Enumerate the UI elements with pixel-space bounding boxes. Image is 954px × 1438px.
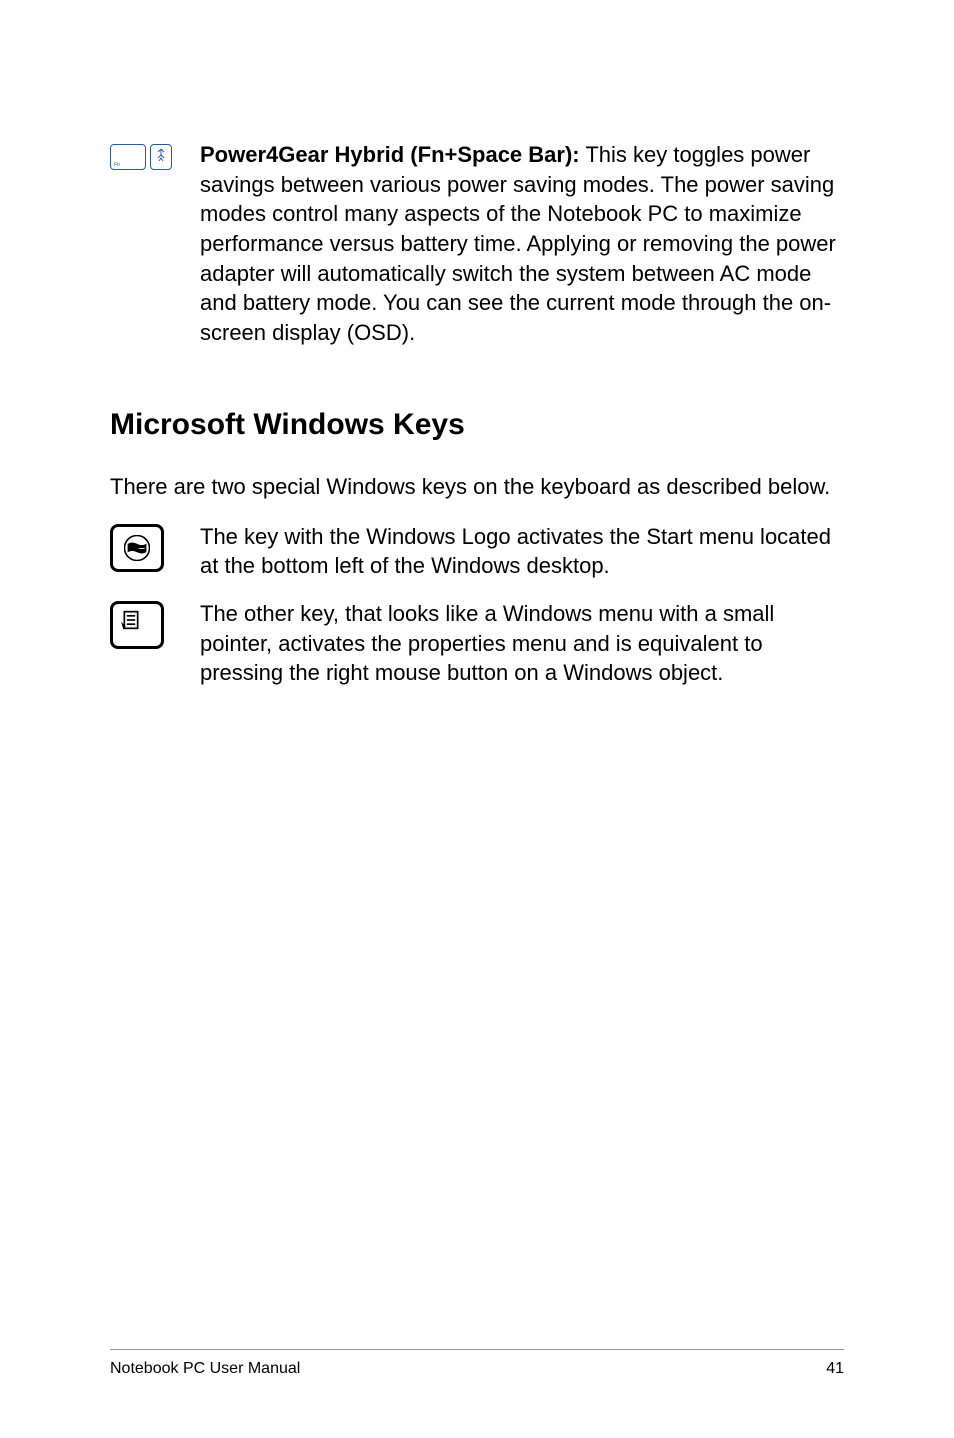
footer-page-number: 41 [826, 1360, 844, 1378]
context-menu-icon [121, 610, 141, 630]
section-intro: There are two special Windows keys on th… [110, 472, 844, 502]
windows-logo-icon [124, 535, 150, 561]
hotkey-body-text: This key toggles power savings between v… [200, 142, 836, 345]
windows-key-row: The key with the Windows Logo activates … [110, 522, 844, 581]
windows-key-icon-wrap [110, 522, 200, 581]
menu-key-icon [110, 601, 164, 649]
hotkey-section: Fn Power4Gear Hybrid (Fn+Space Bar): Thi… [110, 140, 844, 348]
fn-key-icon: Fn [110, 144, 146, 170]
hotkey-keys-graphic: Fn [110, 140, 200, 348]
fn-key-label: Fn [114, 162, 120, 168]
hotkey-description: Power4Gear Hybrid (Fn+Space Bar): This k… [200, 140, 844, 348]
space-key-glyph [156, 149, 166, 164]
menu-key-icon-wrap [110, 599, 200, 688]
menu-key-description: The other key, that looks like a Windows… [200, 599, 844, 688]
menu-key-row: The other key, that looks like a Windows… [110, 599, 844, 688]
page-footer: Notebook PC User Manual 41 [110, 1349, 844, 1378]
windows-key-description: The key with the Windows Logo activates … [200, 522, 844, 581]
space-key-icon [150, 144, 172, 170]
footer-manual-title: Notebook PC User Manual [110, 1360, 300, 1378]
hotkey-title: Power4Gear Hybrid (Fn+Space Bar): [200, 142, 580, 167]
windows-key-icon [110, 524, 164, 572]
section-heading: Microsoft Windows Keys [110, 408, 844, 442]
